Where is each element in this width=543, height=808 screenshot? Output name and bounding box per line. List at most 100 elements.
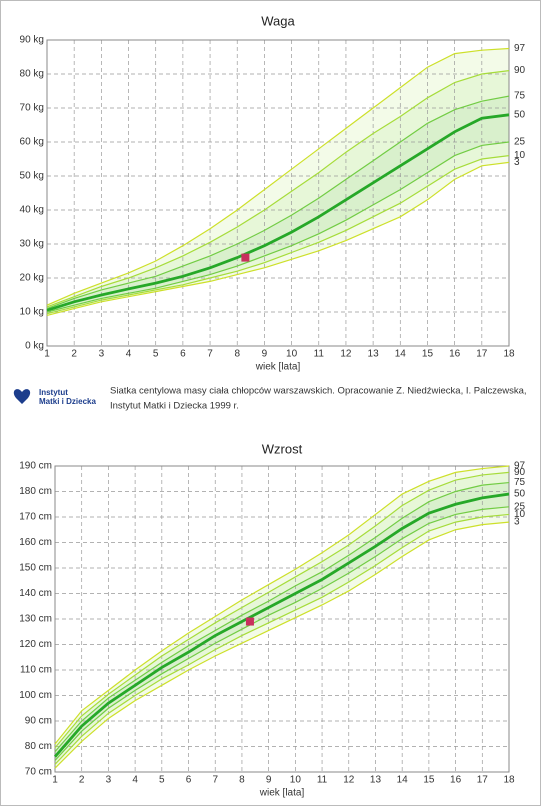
x-tick-label: 2 [71, 349, 77, 360]
percentile-band [47, 96, 509, 312]
y-tick-label: 80 kg [20, 69, 44, 80]
percentile-line [46, 161, 510, 316]
legend-entry: 25 [514, 137, 526, 148]
x-tick-label: 8 [239, 775, 245, 786]
x-tick-label: 11 [314, 349, 325, 360]
x-tick-label: 7 [207, 349, 213, 360]
y-tick-label: 70 kg [20, 103, 44, 114]
y-tick-label: 0 kg [25, 341, 44, 352]
x-tick-label: 9 [262, 349, 268, 360]
percentile-line [54, 465, 510, 745]
x-tick-label: 12 [340, 349, 352, 360]
y-tick-label: 20 kg [20, 273, 44, 284]
logo-text: Instytut [39, 388, 68, 397]
legend-entry: 3 [514, 517, 520, 528]
x-tick-label: 10 [286, 349, 298, 360]
percentile-line [54, 471, 510, 749]
x-tick-label: 8 [234, 349, 240, 360]
percentile-line [46, 155, 510, 315]
x-tick-label: 15 [423, 775, 435, 786]
caption: Instytut Matki i Dziecka 1999 r. [110, 401, 239, 412]
x-tick-label: 5 [159, 775, 165, 786]
y-tick-label: 160 cm [19, 537, 52, 548]
x-tick-label: 5 [153, 349, 159, 360]
percentile-line [54, 521, 510, 769]
x-tick-label: 2 [79, 775, 85, 786]
legend-entry: 25 [514, 501, 526, 512]
x-tick-label: 14 [395, 349, 407, 360]
percentile-line [54, 506, 510, 761]
percentile-line [53, 492, 510, 758]
chart-title: Waga [261, 13, 295, 28]
x-tick-label: 6 [180, 349, 186, 360]
x-tick-label: 3 [99, 349, 105, 360]
legend-entry: 10 [514, 509, 526, 520]
x-tick-label: 13 [370, 775, 382, 786]
y-tick-label: 110 cm [20, 665, 52, 676]
x-tick-label: 1 [52, 775, 58, 786]
logo-icon [13, 389, 31, 404]
y-tick-label: 10 kg [20, 307, 44, 318]
plot-frame [46, 39, 510, 347]
legend-entry: 97 [514, 43, 526, 54]
caption: Siatka centylowa masy ciała chłopców war… [110, 386, 527, 397]
y-tick-label: 130 cm [19, 614, 52, 625]
percentile-line [54, 513, 510, 765]
y-tick-label: 50 kg [20, 171, 44, 182]
x-tick-label: 17 [476, 349, 488, 360]
y-tick-label: 100 cm [19, 690, 52, 701]
x-tick-label: 16 [450, 775, 462, 786]
x-tick-label: 12 [343, 775, 355, 786]
percentile-line [46, 70, 510, 308]
legend-entry: 90 [514, 65, 526, 76]
y-tick-label: 70 cm [25, 767, 52, 778]
percentile-line [46, 113, 510, 312]
y-tick-label: 150 cm [19, 563, 52, 574]
y-tick-label: 80 cm [25, 741, 52, 752]
x-tick-label: 11 [317, 775, 328, 786]
percentile-line [46, 141, 510, 313]
legend-entry: 97 [514, 461, 526, 472]
x-tick-label: 1 [44, 349, 50, 360]
y-tick-label: 170 cm [19, 512, 52, 523]
y-tick-label: 180 cm [19, 486, 52, 497]
y-tick-label: 90 cm [25, 716, 52, 727]
percentile-band [55, 472, 509, 765]
x-tick-label: 17 [477, 775, 489, 786]
legend-entry: 90 [514, 467, 526, 478]
percentile-band [47, 48, 509, 316]
chart-title: Wzrost [262, 441, 303, 456]
y-tick-label: 90 kg [20, 35, 44, 46]
measurement-point [245, 617, 254, 626]
x-tick-label: 9 [266, 775, 272, 786]
percentile-band [55, 482, 509, 761]
legend-entry: 75 [514, 477, 526, 488]
percentile-band [47, 70, 509, 314]
legend-entry: 10 [514, 150, 526, 161]
y-tick-label: 120 cm [19, 639, 52, 650]
x-tick-label: 6 [186, 775, 192, 786]
plot-frame [54, 465, 510, 773]
legend-entry: 50 [514, 489, 526, 500]
x-axis-label: wiek [lata] [259, 788, 305, 799]
x-tick-label: 18 [503, 775, 515, 786]
x-tick-label: 15 [422, 349, 434, 360]
logo-text: Matki i Dziecka [39, 397, 96, 406]
y-tick-label: 190 cm [19, 461, 52, 472]
x-axis-label: wiek [lata] [255, 362, 301, 373]
percentile-line [46, 95, 510, 310]
percentile-line [54, 481, 510, 752]
x-tick-label: 4 [132, 775, 138, 786]
measurement-point [241, 253, 250, 262]
x-tick-label: 4 [126, 349, 132, 360]
y-tick-label: 40 kg [20, 205, 44, 216]
y-tick-label: 60 kg [20, 137, 44, 148]
percentile-line [46, 47, 510, 306]
x-tick-label: 3 [106, 775, 112, 786]
y-tick-label: 140 cm [19, 588, 52, 599]
x-tick-label: 7 [212, 775, 218, 786]
x-tick-label: 18 [503, 349, 515, 360]
legend-entry: 50 [514, 109, 526, 120]
legend-entry: 3 [514, 157, 520, 168]
